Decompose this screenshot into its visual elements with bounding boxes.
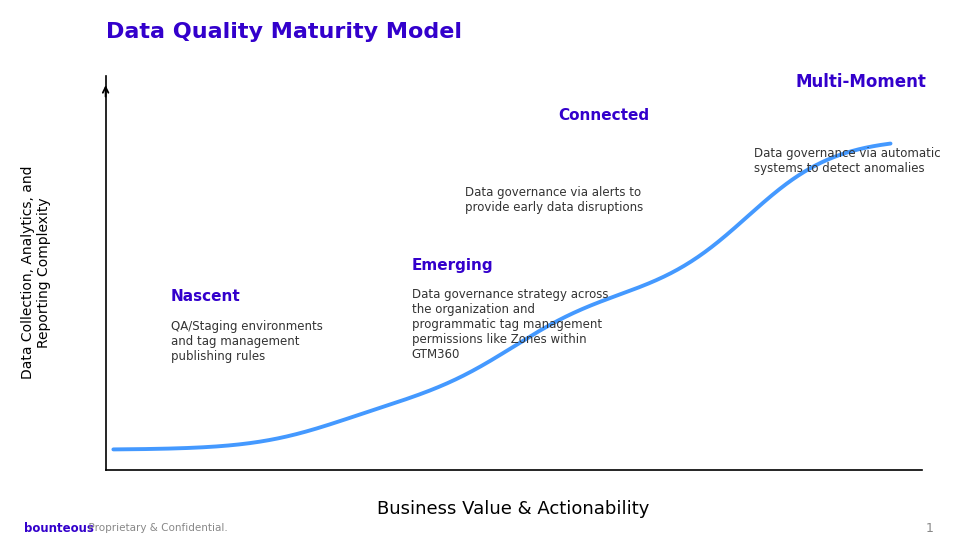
Text: 1: 1 [925,522,933,535]
Text: Nascent: Nascent [171,289,241,304]
Text: Proprietary & Confidential.: Proprietary & Confidential. [82,523,228,533]
Text: Multi-Moment: Multi-Moment [795,73,926,91]
Text: bounteous: bounteous [24,522,94,535]
Text: Connected: Connected [559,108,650,123]
Text: Data Collection, Analytics, and
Reporting Complexity: Data Collection, Analytics, and Reportin… [21,166,51,380]
Text: Emerging: Emerging [412,258,493,273]
Text: Data governance strategy across
the organization and
programmatic tag management: Data governance strategy across the orga… [412,288,608,361]
Text: Data governance via automatic
systems to detect anomalies: Data governance via automatic systems to… [755,146,941,174]
Text: Data governance via alerts to
provide early data disruptions: Data governance via alerts to provide ea… [465,186,643,214]
Text: QA/Staging environments
and tag management
publishing rules: QA/Staging environments and tag manageme… [171,320,323,363]
Text: Data Quality Maturity Model: Data Quality Maturity Model [106,22,462,43]
Text: Business Value & Actionability: Business Value & Actionability [377,500,650,518]
